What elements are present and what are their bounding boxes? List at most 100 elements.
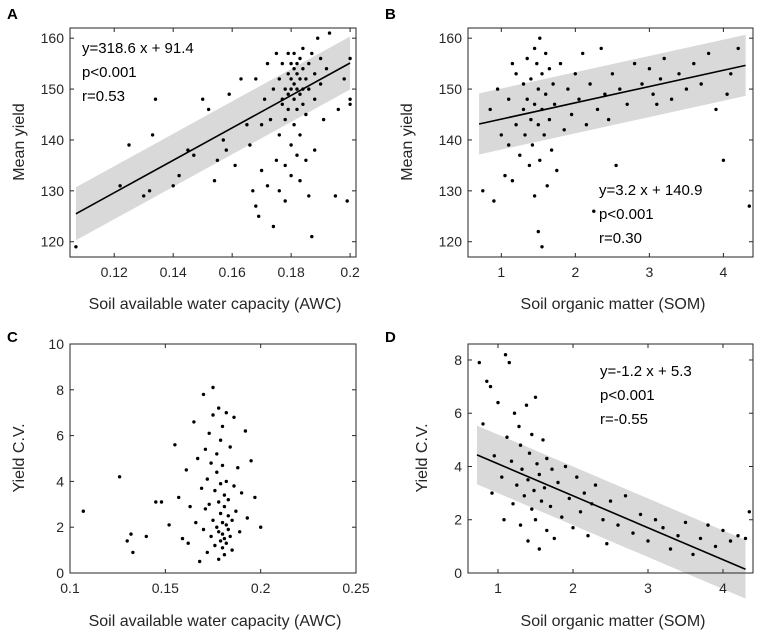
panel-c-data-point [199, 486, 204, 490]
panel-a-data-point [127, 143, 131, 147]
panel-b-data-point [729, 72, 733, 76]
panel-d-data-point [601, 518, 605, 522]
panel-c-data-point [224, 541, 228, 545]
panel-d-x-tick-label: 1 [494, 580, 502, 596]
panel-a-data-point [313, 148, 317, 152]
panel-c-data-point [220, 532, 225, 536]
panel-c-data-point [220, 546, 225, 550]
panel-c-data-point [236, 466, 240, 470]
panel-c-data-point [222, 504, 227, 509]
panel-c-data-point [238, 530, 242, 534]
panel-d-data-point [556, 480, 560, 485]
panel-c-y-tick-label: 4 [56, 473, 64, 489]
panel-c-data-point [196, 456, 200, 461]
panel-b-data-point [606, 117, 611, 122]
panel-b-data-point [507, 97, 511, 101]
panel-a-data-point [295, 72, 299, 76]
panel-c-data-point [203, 447, 208, 451]
panel-a-data-point [304, 77, 308, 81]
panel-b-data-point [540, 245, 544, 249]
panel-b-y-tick-label: 160 [439, 30, 463, 46]
panel-d-data-point [518, 443, 523, 447]
panel-b-data-point [721, 158, 726, 162]
panel-d-data-point [522, 494, 526, 498]
panel-c-data-point [180, 536, 185, 541]
panel-b-xlabel: Soil organic matter (SOM) [521, 296, 706, 313]
panel-a-data-point [227, 92, 231, 96]
panel-b-data-point [544, 92, 548, 96]
panel-a-data-point [307, 61, 311, 66]
panel-c-data-point [232, 415, 236, 419]
panel-d-data-point [653, 518, 658, 522]
panel-c-y-tick-label: 10 [48, 336, 64, 352]
panel-b-plot: 1 2 3 4 120 130 140 150 160 [439, 28, 753, 280]
panel-c-data-point [215, 470, 219, 474]
panel-c-x-tick-label: 0.15 [152, 580, 179, 596]
panel-a-data-point [292, 123, 296, 127]
panel-a-data-point [348, 102, 352, 107]
panel-a-data-point [280, 102, 284, 107]
panel-a-ylabel: Mean yield [11, 103, 28, 180]
panel-b-data-point [547, 117, 552, 122]
panel-c-data-point [220, 520, 225, 525]
panel-d-data-point [721, 528, 725, 533]
panel-c-data-point [184, 468, 188, 472]
panel-c-y-tick-label: 6 [56, 428, 64, 444]
panel-d-data-point [530, 432, 534, 437]
panel-d-data-point [502, 518, 506, 522]
panel-a-data-point [259, 123, 264, 127]
panel-b-data-point [714, 107, 718, 112]
panel-c-data-point [232, 484, 236, 488]
panel-b-data-point [540, 72, 544, 76]
panel-d-data-point [593, 483, 598, 487]
panel-b-data-point [503, 173, 507, 178]
panel-a-data-point [186, 148, 190, 152]
panel-b-data-point [669, 97, 674, 101]
panel-a-data-point [333, 194, 338, 198]
panel-a-data-point [245, 123, 249, 127]
panel-c-data-point [249, 459, 253, 463]
panel-d-data-point [541, 438, 545, 442]
panel-d-data-point [661, 526, 665, 530]
panel-b-data-point [706, 51, 711, 56]
panel-c-data-point [209, 534, 213, 539]
panel-a-data-point [307, 87, 311, 91]
panel-d-x-tick-label: 4 [719, 580, 727, 596]
panel-a-data-point [313, 72, 317, 76]
panel-d-data-point [575, 475, 579, 479]
panel-c-y-tick-label: 2 [56, 519, 64, 535]
panel-d-data-point [517, 424, 521, 429]
panel-a-data-point [298, 92, 302, 96]
panel-c-data-point [228, 534, 232, 539]
panel-d-data-point [560, 515, 564, 519]
panel-d-x-tick-label: 3 [644, 580, 652, 596]
panel-b-data-point [573, 72, 577, 76]
panel-c: C 0.1 0.15 0.2 0.25 0 2 4 6 8 10 Soil available w… [7, 329, 370, 630]
panel-c-data-point [239, 491, 244, 495]
panel-d-ylabel: Yield C.V. [414, 423, 431, 492]
panel-c-data-point [218, 438, 223, 442]
panel-a-data-point [283, 163, 287, 168]
panel-b-y-tick-label: 150 [439, 81, 463, 97]
panel-b-data-point [692, 61, 696, 66]
panel-b-data-point [592, 209, 596, 213]
panel-c-data-point [226, 514, 230, 518]
panel-a-data-point [239, 77, 243, 81]
panel-b-y-tick-label: 130 [439, 183, 463, 199]
panel-a-data-point [336, 107, 340, 112]
panel-d-data-point [511, 502, 515, 506]
panel-a-data-point [295, 61, 299, 66]
panel-c-axes [69, 343, 357, 574]
panel-a-data-point [206, 107, 211, 112]
panel-b-data-point [599, 46, 603, 51]
panel-a-data-point [301, 46, 305, 51]
panel-a-data-point [265, 184, 270, 188]
panel-b-data-point [610, 72, 615, 76]
panel-c-data-point [215, 525, 219, 529]
panel-d-data-point [608, 499, 613, 503]
panel-d: D 1 2 3 4 0 2 4 6 8 Soil organic matter (SOM) Yi… [385, 329, 754, 630]
panel-b-data-point [510, 61, 515, 66]
panel-b-pvalue: p<0.001 [599, 206, 654, 223]
panel-a-data-point [327, 31, 332, 35]
panel-b-ylabel: Mean yield [399, 103, 416, 180]
